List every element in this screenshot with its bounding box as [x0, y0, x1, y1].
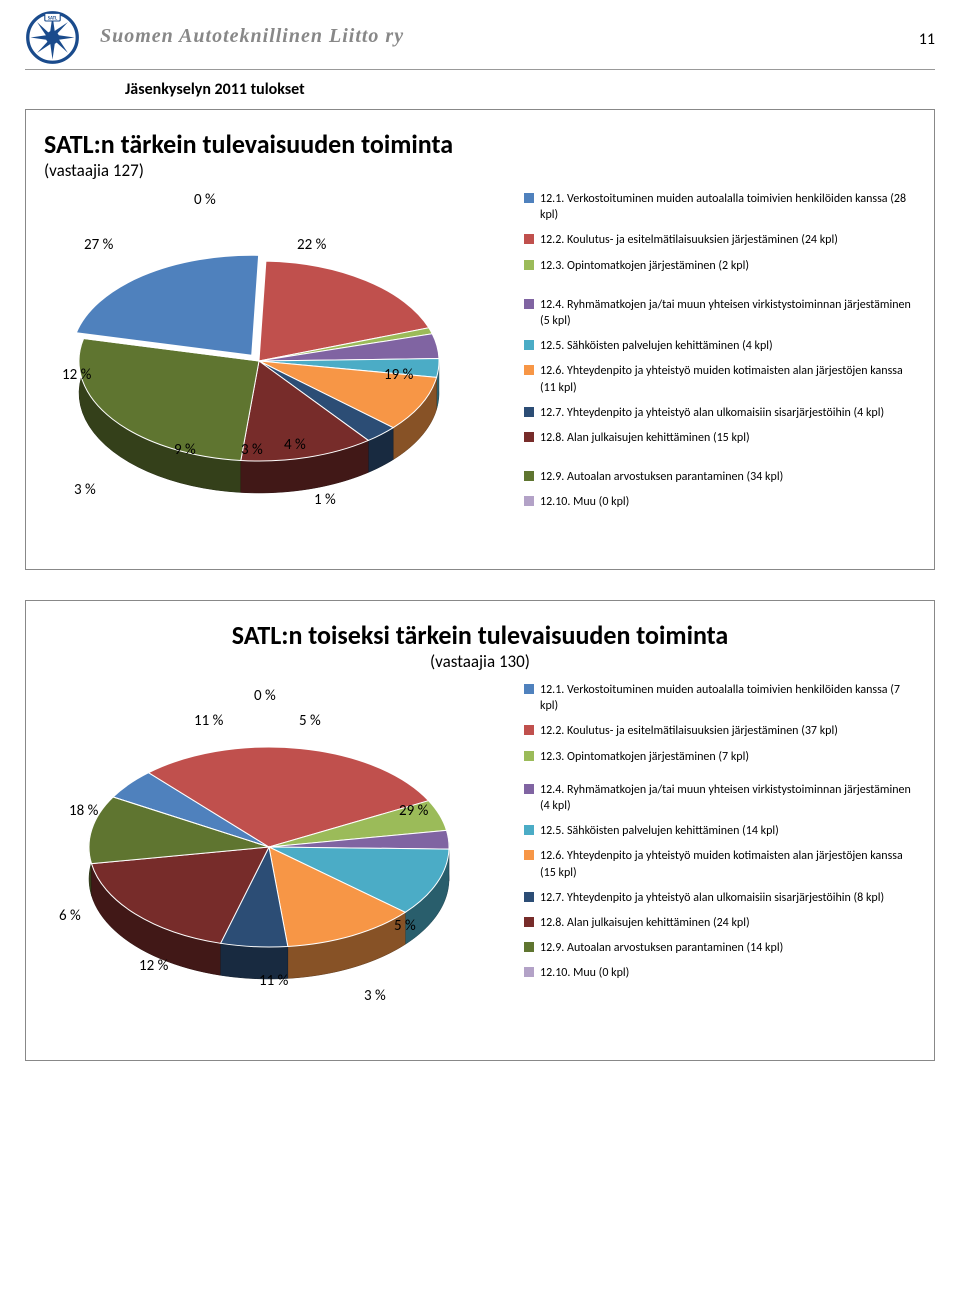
pct-label: 5 % [299, 712, 321, 730]
pct-label: 22 % [297, 236, 326, 254]
pct-label: 1 % [314, 491, 336, 509]
legend-swatch [524, 892, 534, 902]
legend-label: 12.6. Yhteydenpito ja yhteistyö muiden k… [540, 363, 916, 395]
pct-label: 19 % [384, 366, 413, 384]
legend-item: 12.8. Alan julkaisujen kehittäminen (15 … [524, 430, 916, 446]
legend-swatch [524, 942, 534, 952]
legend-item: 12.5. Sähköisten palvelujen kehittäminen… [524, 338, 916, 354]
legend-item: 12.10. Muu (0 kpl) [524, 494, 916, 510]
legend-swatch [524, 967, 534, 977]
legend-label: 12.3. Opintomatkojen järjestäminen (2 kp… [540, 258, 749, 274]
legend-label: 12.10. Muu (0 kpl) [540, 494, 629, 510]
legend-swatch [524, 193, 534, 203]
legend-swatch [524, 407, 534, 417]
page-subtitle: Jäsenkyselyn 2011 tulokset [125, 80, 935, 99]
legend-label: 12.10. Muu (0 kpl) [540, 965, 629, 981]
legend-item: 12.9. Autoalan arvostuksen parantaminen … [524, 469, 916, 485]
legend-label: 12.1. Verkostoituminen muiden autoalalla… [540, 191, 916, 223]
legend-swatch [524, 917, 534, 927]
legend-item: 12.2. Koulutus- ja esitelmätilaisuuksien… [524, 723, 916, 739]
legend-label: 12.3. Opintomatkojen järjestäminen (7 kp… [540, 749, 749, 765]
pct-label: 27 % [84, 236, 113, 254]
legend-label: 12.5. Sähköisten palvelujen kehittäminen… [540, 338, 773, 354]
chart-2-title: SATL:n toiseksi tärkein tulevaisuuden to… [44, 619, 916, 651]
legend-swatch [524, 496, 534, 506]
legend-swatch [524, 850, 534, 860]
pct-label: 18 % [69, 802, 98, 820]
legend-swatch [524, 751, 534, 761]
satl-logo: SATL [25, 10, 80, 65]
legend-swatch [524, 471, 534, 481]
legend-item: 12.4. Ryhmämatkojen ja/tai muun yhteisen… [524, 297, 916, 329]
legend-item: 12.4. Ryhmämatkojen ja/tai muun yhteisen… [524, 782, 916, 814]
legend-item: 12.5. Sähköisten palvelujen kehittäminen… [524, 823, 916, 839]
chart-2-box: SATL:n toiseksi tärkein tulevaisuuden to… [25, 600, 935, 1061]
legend-swatch [524, 684, 534, 694]
org-name: Suomen Autoteknillinen Liitto ry [100, 25, 404, 48]
page-header: SATL Suomen Autoteknillinen Liitto ry 11 [25, 10, 935, 70]
legend-label: 12.7. Yhteydenpito ja yhteistyö alan ulk… [540, 405, 884, 421]
chart-1-pie: 0 % 22 % 27 % 19 % 12 % 9 % 3 % 4 % 3 % 1 % [44, 191, 514, 551]
legend-label: 12.9. Autoalan arvostuksen parantaminen … [540, 469, 783, 485]
legend-swatch [524, 825, 534, 835]
legend-label: 12.6. Yhteydenpito ja yhteistyö muiden k… [540, 848, 916, 880]
pct-label: 12 % [139, 957, 168, 975]
legend-label: 12.7. Yhteydenpito ja yhteistyö alan ulk… [540, 890, 884, 906]
legend-item: 12.2. Koulutus- ja esitelmätilaisuuksien… [524, 232, 916, 248]
legend-swatch [524, 340, 534, 350]
pct-label: 3 % [74, 481, 96, 499]
legend-label: 12.4. Ryhmämatkojen ja/tai muun yhteisen… [540, 297, 916, 329]
legend-label: 12.8. Alan julkaisujen kehittäminen (15 … [540, 430, 750, 446]
pct-label: 0 % [194, 191, 216, 209]
chart-1-subtitle: (vastaajia 127) [44, 160, 916, 181]
legend-item: 12.9. Autoalan arvostuksen parantaminen … [524, 940, 916, 956]
legend-item: 12.7. Yhteydenpito ja yhteistyö alan ulk… [524, 405, 916, 421]
pct-label: 9 % [174, 441, 196, 459]
pct-label: 29 % [399, 802, 428, 820]
legend-label: 12.2. Koulutus- ja esitelmätilaisuuksien… [540, 723, 838, 739]
legend-label: 12.5. Sähköisten palvelujen kehittäminen… [540, 823, 779, 839]
legend-item: 12.1. Verkostoituminen muiden autoalalla… [524, 682, 916, 714]
legend-label: 12.4. Ryhmämatkojen ja/tai muun yhteisen… [540, 782, 916, 814]
pct-label: 11 % [259, 972, 288, 990]
legend-label: 12.1. Verkostoituminen muiden autoalalla… [540, 682, 916, 714]
legend-swatch [524, 260, 534, 270]
pct-label: 4 % [284, 436, 306, 454]
pct-label: 0 % [254, 687, 276, 705]
chart-2-subtitle: (vastaajia 130) [44, 651, 916, 672]
pct-label: 11 % [194, 712, 223, 730]
chart-1-legend: 12.1. Verkostoituminen muiden autoalalla… [524, 191, 916, 519]
legend-swatch [524, 725, 534, 735]
legend-label: 12.9. Autoalan arvostuksen parantaminen … [540, 940, 783, 956]
chart-1-title: SATL:n tärkein tulevaisuuden toiminta [44, 128, 916, 160]
page-number: 11 [919, 30, 935, 49]
chart-2-pie: 0 % 5 % 11 % 29 % 18 % 6 % 12 % 11 % 5 % 3 % [44, 682, 514, 1042]
legend-item: 12.3. Opintomatkojen järjestäminen (7 kp… [524, 749, 916, 765]
legend-swatch [524, 234, 534, 244]
legend-item: 12.6. Yhteydenpito ja yhteistyö muiden k… [524, 363, 916, 395]
legend-swatch [524, 784, 534, 794]
legend-label: 12.8. Alan julkaisujen kehittäminen (24 … [540, 915, 750, 931]
legend-swatch [524, 365, 534, 375]
chart-1-box: SATL:n tärkein tulevaisuuden toiminta (v… [25, 109, 935, 570]
legend-item: 12.3. Opintomatkojen järjestäminen (2 kp… [524, 258, 916, 274]
pct-label: 6 % [59, 907, 81, 925]
legend-swatch [524, 299, 534, 309]
pct-label: 3 % [364, 987, 386, 1005]
legend-item: 12.6. Yhteydenpito ja yhteistyö muiden k… [524, 848, 916, 880]
pct-label: 3 % [241, 441, 263, 459]
pct-label: 5 % [394, 917, 416, 935]
legend-item: 12.10. Muu (0 kpl) [524, 965, 916, 981]
legend-swatch [524, 432, 534, 442]
svg-text:SATL: SATL [48, 15, 57, 21]
legend-item: 12.7. Yhteydenpito ja yhteistyö alan ulk… [524, 890, 916, 906]
chart-2-legend: 12.1. Verkostoituminen muiden autoalalla… [524, 682, 916, 990]
pct-label: 12 % [62, 366, 91, 384]
legend-item: 12.1. Verkostoituminen muiden autoalalla… [524, 191, 916, 223]
legend-item: 12.8. Alan julkaisujen kehittäminen (24 … [524, 915, 916, 931]
legend-label: 12.2. Koulutus- ja esitelmätilaisuuksien… [540, 232, 838, 248]
